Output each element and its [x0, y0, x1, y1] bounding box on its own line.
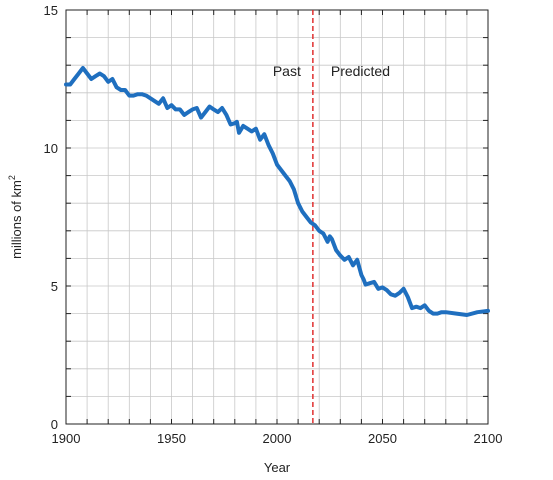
grid-lines [66, 10, 488, 424]
x-tick-label: 1950 [157, 431, 186, 446]
y-tick-label: 5 [51, 279, 58, 294]
predicted-annotation: Predicted [331, 63, 390, 79]
y-tick-label: 0 [51, 417, 58, 432]
y-axis-label-superscript: 2 [7, 175, 17, 180]
sea-ice-series-line [64, 66, 490, 317]
x-tick-label: 2100 [474, 431, 503, 446]
y-axis-label: millions of km2 [7, 175, 24, 259]
y-tick-label: 15 [44, 3, 58, 18]
y-axis-label-text: millions of km [9, 180, 24, 259]
axis-ticks [66, 10, 488, 424]
y-tick-label: 10 [44, 141, 58, 156]
past-annotation: Past [273, 63, 301, 79]
x-tick-label: 1900 [52, 431, 81, 446]
x-tick-labels: 1900 1950 2000 2050 2100 [52, 431, 503, 446]
x-tick-label: 2000 [263, 431, 292, 446]
y-tick-labels: 0 5 10 15 [44, 3, 58, 432]
x-axis-label: Year [264, 460, 291, 475]
x-tick-label: 2050 [368, 431, 397, 446]
